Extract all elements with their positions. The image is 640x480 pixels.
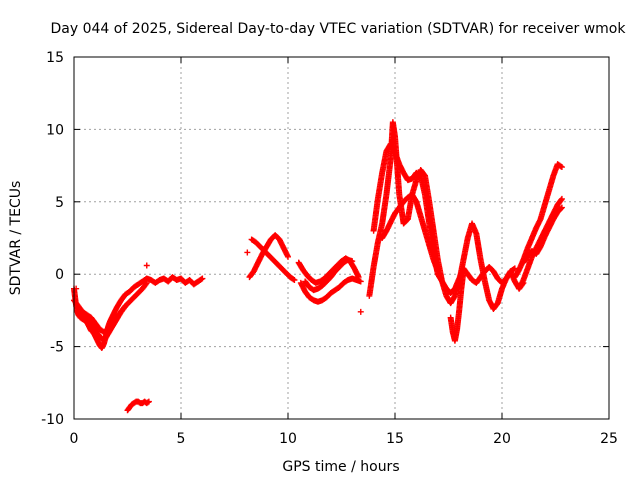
arc-6b-point: [558, 196, 565, 203]
grid-lines: [74, 57, 609, 419]
y-tick-label: -5: [50, 340, 64, 356]
arc-6c-point: [558, 204, 565, 211]
x-tick-label: 5: [177, 431, 186, 447]
isolated-point: [244, 249, 251, 256]
x-tick-label: 10: [279, 431, 297, 447]
arc-1c-point: [121, 304, 128, 311]
arc-6c-point: [558, 205, 565, 212]
y-tick-label: 10: [46, 122, 64, 138]
x-tick-label: 25: [600, 431, 618, 447]
y-tick-label: 5: [55, 195, 64, 211]
x-tick-label: 20: [493, 431, 511, 447]
arc-1a-point: [199, 275, 206, 282]
arc-4b-point: [357, 278, 364, 285]
arc-2-point: [144, 399, 151, 406]
y-tick-label: 0: [55, 267, 64, 283]
x-axis-label: GPS time / hours: [282, 459, 399, 475]
arc-6a-point: [557, 163, 564, 170]
arc-5c-point: [434, 268, 441, 275]
y-tick-label: -10: [41, 412, 64, 428]
arc-3b-point: [291, 276, 298, 283]
arc-2-point: [145, 398, 152, 405]
arc-5d-point: [460, 268, 467, 275]
arc-1a-point: [198, 276, 205, 283]
arc-1b-point: [143, 279, 150, 286]
arc-6b-point: [558, 195, 565, 202]
axis-ticks: 0 5 10 15 20 25 -10 -5 0 5 10 15: [41, 50, 618, 447]
data-points: [71, 119, 565, 414]
x-tick-label: 15: [386, 431, 404, 447]
arc-3b-point: [290, 276, 297, 283]
isolated-point: [143, 262, 150, 269]
x-tick-label: 0: [70, 431, 79, 447]
arc-3a-point: [285, 253, 291, 260]
isolated-point: [357, 308, 364, 315]
arc-1c-point: [122, 303, 129, 310]
arc-6a-point: [558, 164, 565, 171]
plot-frame: [73, 56, 610, 420]
chart-title: Day 044 of 2025, Sidereal Day-to-day VTE…: [51, 21, 627, 37]
arc-5b-point: [510, 266, 517, 273]
y-tick-label: 15: [46, 50, 64, 66]
arc-1b-point: [143, 280, 150, 287]
y-axis-label: SDTVAR / TECUs: [8, 181, 24, 296]
arc-4c-point: [349, 258, 356, 265]
